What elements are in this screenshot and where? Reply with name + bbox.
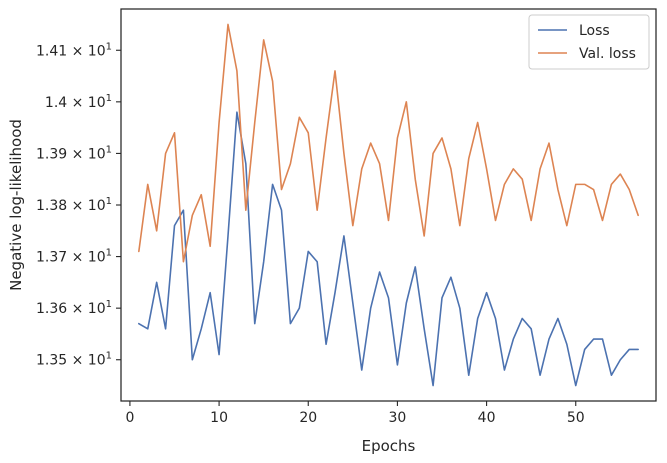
x-tick-label: 20 bbox=[299, 410, 317, 426]
y-tick-label: 1.35 × 101 bbox=[36, 351, 112, 369]
x-tick-label: 50 bbox=[567, 410, 585, 426]
series-line-1 bbox=[138, 23, 639, 263]
x-tick-label: 30 bbox=[389, 410, 407, 426]
y-axis: 1.35 × 101 1.36 × 101 1.37 × 101 1.38 × 101… bbox=[36, 41, 121, 369]
x-axis: 0 10 20 30 40 50 bbox=[125, 401, 585, 426]
y-tick-label: 1.37 × 101 bbox=[36, 248, 112, 266]
plot-lines bbox=[138, 23, 639, 387]
x-axis-label: Epochs bbox=[362, 437, 416, 455]
y-tick-label: 1.38 × 101 bbox=[36, 196, 112, 214]
y-tick-label: 1.36 × 101 bbox=[36, 299, 112, 317]
legend-label-0: Loss bbox=[579, 23, 610, 39]
legend-label-1: Val. loss bbox=[579, 46, 636, 62]
series-line-0 bbox=[138, 111, 639, 387]
legend: Loss Val. loss bbox=[528, 14, 650, 70]
y-tick-label: 1.39 × 101 bbox=[36, 144, 112, 162]
x-tick-label: 10 bbox=[210, 410, 228, 426]
x-tick-label: 40 bbox=[478, 410, 496, 426]
y-tick-label: 1.41 × 101 bbox=[36, 41, 112, 59]
x-tick-label: 0 bbox=[125, 410, 134, 426]
y-axis-label: Negative log-likelihood bbox=[7, 119, 25, 291]
y-tick-label: 1.4 × 101 bbox=[45, 93, 112, 111]
legend-box bbox=[528, 14, 650, 70]
